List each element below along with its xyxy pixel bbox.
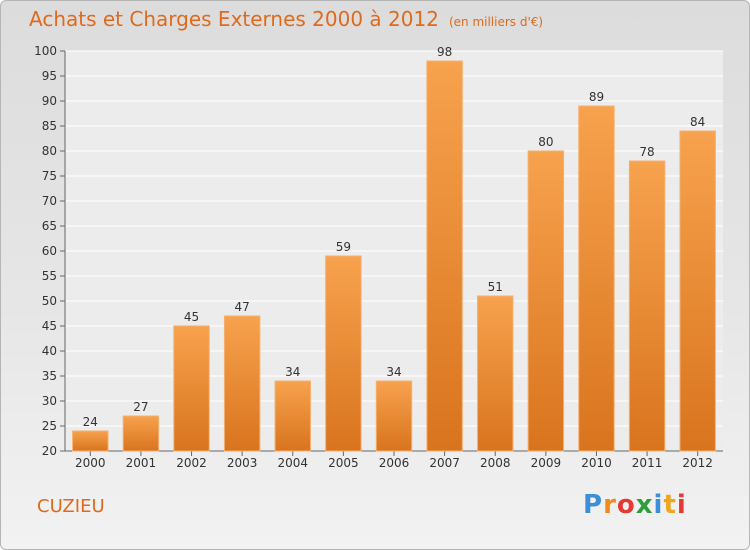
bar bbox=[426, 60, 463, 452]
y-tick-label: 70 bbox=[42, 194, 57, 208]
x-tick-label: 2007 bbox=[429, 456, 460, 470]
x-tick-label: 2000 bbox=[75, 456, 106, 470]
bar bbox=[578, 105, 615, 452]
logo-letter: i bbox=[653, 490, 664, 520]
x-tick-label: 2011 bbox=[632, 456, 663, 470]
chart-unit: (en milliers d'€) bbox=[448, 15, 544, 29]
bar bbox=[173, 325, 210, 452]
x-tick-label: 2006 bbox=[379, 456, 410, 470]
y-tick-label: 35 bbox=[42, 369, 57, 383]
bar bbox=[628, 160, 666, 452]
x-tick-label: 2004 bbox=[277, 456, 308, 470]
bar-value-label: 34 bbox=[285, 365, 300, 379]
x-tick-label: 2002 bbox=[176, 456, 207, 470]
x-tick-label: 2008 bbox=[480, 456, 511, 470]
bar-value-label: 59 bbox=[336, 240, 351, 254]
y-tick-label: 40 bbox=[42, 344, 57, 358]
y-tick-label: 50 bbox=[42, 294, 57, 308]
y-tick-label: 30 bbox=[42, 394, 57, 408]
bar bbox=[527, 150, 565, 452]
bar bbox=[72, 430, 109, 452]
x-tick-label: 2003 bbox=[227, 456, 258, 470]
logo-letter: o bbox=[616, 490, 636, 520]
x-tick-label: 2009 bbox=[531, 456, 562, 470]
chart-title-text: Achats et Charges Externes 2000 à 2012 bbox=[29, 7, 439, 31]
y-tick-label: 90 bbox=[42, 94, 57, 108]
bar bbox=[477, 295, 514, 452]
proxiti-logo[interactable]: Proxiti bbox=[583, 490, 687, 520]
commune-name: CUZIEU bbox=[37, 496, 105, 517]
x-tick-label: 2005 bbox=[328, 456, 359, 470]
logo-letter: P bbox=[583, 490, 604, 520]
data-labels: 24 27 45 47 34 59 34 98 51 80 89 78 84 bbox=[83, 45, 706, 429]
bar-value-label: 27 bbox=[133, 400, 148, 414]
bar-value-label: 45 bbox=[184, 310, 199, 324]
bar-value-label: 78 bbox=[639, 145, 654, 159]
x-tick-label: 2010 bbox=[581, 456, 612, 470]
y-tick-label: 60 bbox=[42, 244, 57, 258]
axes: 20 25 30 35 40 45 50 55 60 65 70 75 80 85 90 95 100 2000 2… bbox=[34, 44, 723, 470]
logo-letter: t bbox=[663, 490, 677, 520]
x-tick-label: 2012 bbox=[682, 456, 713, 470]
bars bbox=[72, 60, 716, 452]
bar-value-label: 84 bbox=[690, 115, 705, 129]
bar bbox=[122, 415, 160, 452]
y-tick-label: 100 bbox=[34, 44, 57, 58]
bar-value-label: 47 bbox=[235, 300, 250, 314]
bar bbox=[325, 255, 362, 452]
bar-value-label: 89 bbox=[589, 90, 604, 104]
y-tick-label: 95 bbox=[42, 69, 57, 83]
y-tick-label: 85 bbox=[42, 119, 57, 133]
logo-letter: x bbox=[635, 490, 654, 520]
bar-value-label: 98 bbox=[437, 45, 452, 59]
y-tick-label: 25 bbox=[42, 419, 57, 433]
y-tick-label: 75 bbox=[42, 169, 57, 183]
bar bbox=[274, 380, 311, 452]
x-tick-label: 2001 bbox=[126, 456, 157, 470]
y-tick-label: 20 bbox=[42, 444, 57, 458]
bar bbox=[375, 380, 413, 452]
y-tick-label: 55 bbox=[42, 269, 57, 283]
bar-value-label: 34 bbox=[386, 365, 401, 379]
bar-value-label: 80 bbox=[538, 135, 553, 149]
logo-letter: r bbox=[603, 490, 617, 520]
y-tick-label: 65 bbox=[42, 219, 57, 233]
logo-letter: i bbox=[676, 490, 687, 520]
y-tick-label: 45 bbox=[42, 319, 57, 333]
y-tick-label: 80 bbox=[42, 144, 57, 158]
bar bbox=[679, 130, 716, 452]
bar-value-label: 24 bbox=[83, 415, 98, 429]
bar bbox=[223, 315, 261, 452]
bar-value-label: 51 bbox=[488, 280, 503, 294]
chart-title: Achats et Charges Externes 2000 à 2012 (e… bbox=[29, 7, 543, 31]
